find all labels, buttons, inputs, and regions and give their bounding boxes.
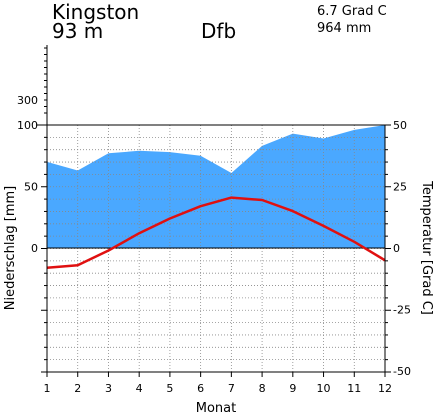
- x-tick-label: 1: [44, 382, 51, 395]
- y-left-tick-label: 300: [17, 94, 38, 107]
- x-tick-label: 8: [259, 382, 266, 395]
- y-axis-right-label: Temperatur [Grad C]: [419, 180, 434, 315]
- x-tick-label: 7: [228, 382, 235, 395]
- y-left-tick-label: 50: [24, 181, 38, 194]
- x-tick-label: 6: [197, 382, 204, 395]
- y-right-tick-label: -25: [393, 304, 411, 317]
- y-right-tick-label: 0: [393, 242, 400, 255]
- y-right-tick-label: -50: [393, 365, 411, 378]
- temperature-line: [46, 196, 386, 269]
- x-tick-label: 9: [289, 382, 296, 395]
- grid: [46, 125, 386, 372]
- axes: [36, 45, 391, 377]
- x-tick-label: 4: [136, 382, 143, 395]
- x-tick-label: 11: [347, 382, 361, 395]
- annual-temperature: 6.7 Grad C: [317, 4, 387, 19]
- y-axis-left-label: Niederschlag [mm]: [3, 186, 18, 311]
- x-tick-label: 12: [378, 382, 392, 395]
- temperature-series: [46, 196, 386, 269]
- y-left-tick-label: 100: [17, 119, 38, 132]
- station-name: Kingston: [52, 0, 140, 24]
- x-tick-label: 2: [74, 382, 81, 395]
- x-axis-label: Monat: [196, 401, 236, 416]
- station-elevation: 93 m: [52, 19, 104, 43]
- y-left-tick-label: 0: [31, 242, 38, 255]
- x-tick-label: 10: [317, 382, 331, 395]
- y-right-tick-label: 25: [393, 181, 407, 194]
- climate-class: Dfb: [201, 19, 237, 43]
- x-tick-label: 3: [105, 382, 112, 395]
- x-tick-label: 5: [166, 382, 173, 395]
- annual-precipitation: 964 mm: [317, 21, 372, 36]
- y-right-tick-label: 50: [393, 119, 407, 132]
